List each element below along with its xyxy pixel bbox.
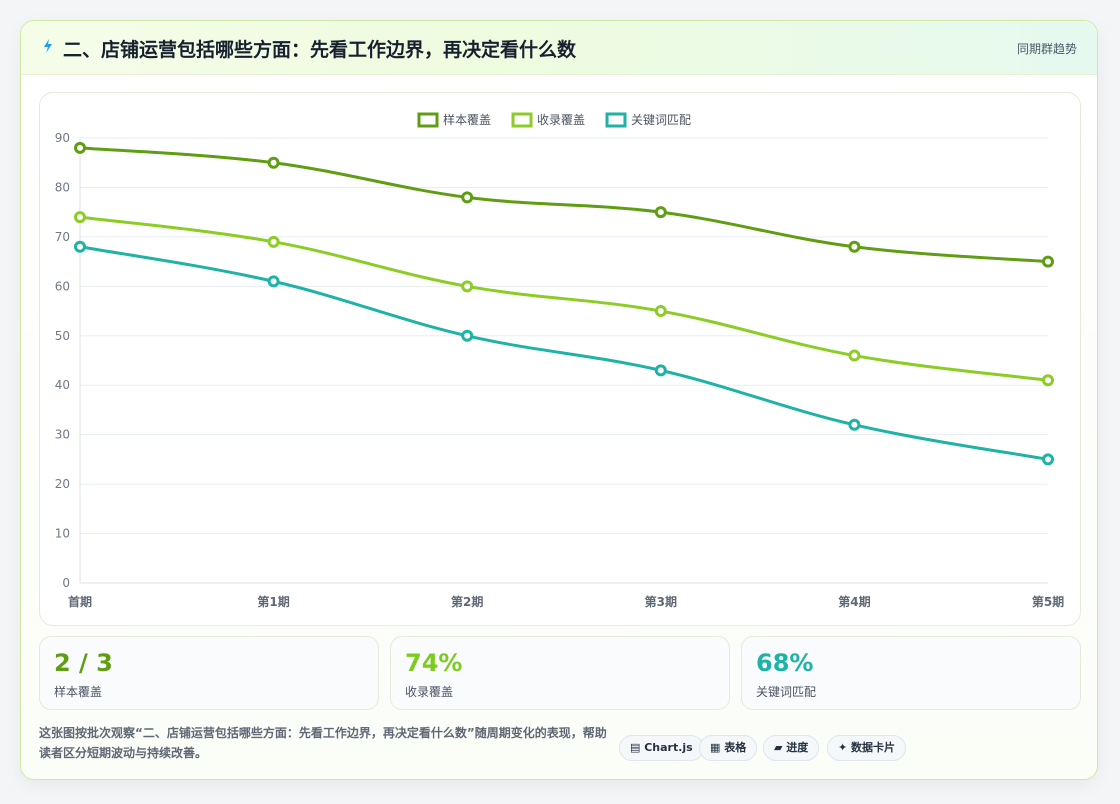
stat-label: 样本覆盖 <box>54 685 103 699</box>
table-tag[interactable]: ▦ 表格 <box>699 735 758 761</box>
x-tick-label: 第3期 <box>645 594 677 609</box>
stat-label: 收录覆盖 <box>405 685 454 699</box>
stat-card-sample: 2 / 3 样本覆盖 <box>39 636 379 710</box>
y-tick-label: 60 <box>55 279 70 293</box>
stat-label: 关键词匹配 <box>756 685 817 699</box>
y-tick-label: 10 <box>55 527 70 541</box>
data-point <box>74 211 86 224</box>
series-line <box>78 146 1050 264</box>
legend-swatch <box>511 112 533 128</box>
data-point <box>654 206 667 219</box>
y-tick-label: 90 <box>55 131 70 145</box>
data-point <box>1042 255 1054 268</box>
page-title: 二、店铺运营包括哪些方面：先看工作边界，再决定看什么数 <box>63 39 577 61</box>
chart-panel: 0 10 20 30 40 50 60 70 80 90 首期 第1期 第2期 第3期 第4期 第5期 样本覆盖… <box>39 92 1081 626</box>
data-point <box>654 364 667 377</box>
x-tick-label: 第5期 <box>1032 594 1064 609</box>
y-tick-label: 20 <box>55 477 70 491</box>
data-point <box>461 280 474 293</box>
chartjs-tag[interactable]: ▤ Chart.js <box>619 735 704 761</box>
legend-label: 样本覆盖 <box>443 112 491 127</box>
data-point <box>267 275 280 288</box>
stat-card-index: 74% 收录覆盖 <box>390 636 730 710</box>
stat-value: 68% <box>756 649 814 677</box>
y-tick-label: 0 <box>62 576 70 590</box>
y-tick-label: 80 <box>55 180 70 194</box>
y-tick-label: 50 <box>55 329 70 343</box>
data-point <box>848 418 861 431</box>
data-point <box>267 235 280 248</box>
data-point <box>74 141 86 154</box>
data-point <box>461 329 474 342</box>
x-tick-label: 第1期 <box>257 594 289 609</box>
data-point <box>74 240 86 253</box>
legend-label: 收录覆盖 <box>537 113 585 127</box>
series-line <box>78 245 1050 461</box>
data-point <box>267 156 280 169</box>
stat-value: 74% <box>405 649 463 677</box>
y-tick-label: 70 <box>55 230 70 244</box>
stat-card-keyword: 68% 关键词匹配 <box>741 636 1081 710</box>
y-tick-label: 30 <box>55 428 70 442</box>
legend-label: 关键词匹配 <box>631 113 691 127</box>
data-point <box>1042 374 1054 387</box>
y-tick-label: 40 <box>55 378 70 392</box>
line-chart: 0 10 20 30 40 50 60 70 80 90 首期 第1期 第2期 第3期 第4期 第5期 样本覆盖… <box>55 112 1064 609</box>
data-point <box>1042 453 1054 466</box>
x-tick-label: 第4期 <box>838 594 870 609</box>
data-point <box>848 349 861 362</box>
data-card-tag[interactable]: ✦ 数据卡片 <box>827 735 907 761</box>
legend-swatch <box>605 112 627 128</box>
data-point <box>848 240 861 253</box>
series-line <box>78 215 1050 382</box>
legend-swatch <box>417 112 439 128</box>
lightning-icon <box>44 39 52 53</box>
x-tick-label: 第2期 <box>451 594 483 609</box>
header: 二、店铺运营包括哪些方面：先看工作边界，再决定看什么数 同期群趋势 <box>21 21 1097 75</box>
data-point <box>461 191 474 204</box>
stats-row: 2 / 3 样本覆盖 74% 收录覆盖 68% 关键词匹配 <box>39 636 1081 710</box>
progress-tag[interactable]: ▰ 进度 <box>763 735 820 761</box>
stat-value: 2 / 3 <box>54 649 113 677</box>
chart-description: 这张图按批次观察“二、店铺运营包括哪些方面：先看工作边界，再决定看什么数”随周期… <box>39 726 607 760</box>
report-card: 二、店铺运营包括哪些方面：先看工作边界，再决定看什么数 同期群趋势 0 10 20 3… <box>20 20 1098 780</box>
data-point <box>654 305 667 318</box>
cohort-trend-link[interactable]: 同期群趋势 <box>1016 42 1077 56</box>
x-tick-label: 首期 <box>68 594 92 609</box>
